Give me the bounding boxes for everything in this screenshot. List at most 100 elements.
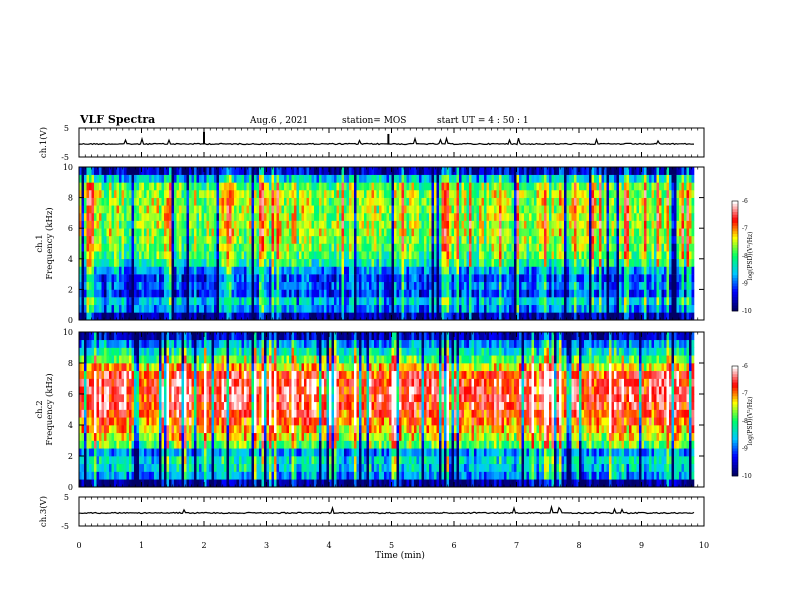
spectrogram-cell <box>484 228 487 237</box>
spectrogram-cell <box>501 182 505 191</box>
spectrogram-cell <box>336 289 340 298</box>
spectrogram-cell <box>101 197 105 206</box>
spectrogram-cell <box>231 274 235 283</box>
spectrogram-cell <box>461 312 465 321</box>
spectrogram-cell <box>666 251 670 260</box>
spectrogram-cell <box>624 197 627 206</box>
spectrogram-cell <box>256 190 260 198</box>
spectrogram-cell <box>459 205 462 214</box>
spectrogram-cell <box>426 251 430 260</box>
spectrogram-cell <box>326 228 330 237</box>
spectrogram-cell <box>466 220 470 229</box>
spectrogram-cell <box>571 243 575 252</box>
spectrogram-cell <box>654 235 657 244</box>
spectrogram-cell <box>551 182 555 191</box>
spectrogram-cell <box>156 266 160 275</box>
spectrogram-cell <box>651 212 655 221</box>
spectrogram-cell <box>489 167 492 175</box>
spectrogram-cell <box>551 304 555 313</box>
spectrogram-cell <box>494 228 497 237</box>
spectrogram-cell <box>154 251 157 260</box>
spectrogram-cell <box>659 243 662 252</box>
spectrogram-cell <box>401 167 405 175</box>
spectrogram-cell <box>371 304 375 313</box>
spectrogram-cell <box>624 258 627 267</box>
spectrogram-cell <box>109 289 112 298</box>
spectrogram-cell <box>356 274 360 283</box>
spectrogram-cell <box>86 274 90 283</box>
spectrogram-cell <box>86 174 90 183</box>
spectrogram-cell <box>486 182 490 191</box>
start-time-label: start UT = 4 : 50 : 1 <box>437 116 529 126</box>
spectrogram-cell <box>626 266 630 275</box>
spectrogram-cell <box>459 174 462 183</box>
spectrogram-cell <box>359 274 362 283</box>
spectrogram-cell <box>169 174 172 183</box>
spectrogram-cell <box>289 266 292 275</box>
spectrogram-cell <box>421 312 425 321</box>
spectrogram-cell <box>509 182 512 191</box>
spectrogram-cell <box>349 182 352 191</box>
spectrogram-cell <box>156 197 160 206</box>
spectrogram-cell <box>171 266 175 275</box>
spectrogram-cell <box>666 312 670 321</box>
spectrogram-cell <box>286 235 290 244</box>
spectrogram-cell <box>79 212 82 221</box>
spectrogram-cell <box>351 235 355 244</box>
spectrogram-cell <box>474 243 477 252</box>
spectrogram-cell <box>531 266 535 275</box>
spectrogram-cell <box>406 197 410 206</box>
spectrogram-cell <box>226 304 230 313</box>
spectrogram-cell <box>536 304 540 313</box>
spectrogram-cell <box>574 304 577 313</box>
spectrogram-cell <box>639 212 642 221</box>
spectrogram-cell <box>559 167 562 175</box>
spectrogram-cell <box>521 228 525 237</box>
spectrogram-cell <box>609 251 612 260</box>
spectrogram-cell <box>306 205 310 214</box>
spectrogram-cell <box>304 266 307 275</box>
spectrogram-cell <box>526 174 530 183</box>
spectrogram-cell <box>179 235 182 244</box>
spectrogram-cell <box>324 251 327 260</box>
spectrogram-cell <box>289 304 292 313</box>
spectrogram-cell <box>494 297 497 306</box>
y-axis-label: ch.1(V) <box>38 127 49 158</box>
spectrogram-cell <box>666 266 670 275</box>
spectrogram-cell <box>294 312 297 321</box>
spectrogram-cell <box>109 212 112 221</box>
spectrogram-cell <box>239 266 242 275</box>
spectrogram-cell <box>326 304 330 313</box>
spectrogram-cell <box>546 190 550 198</box>
spectrogram-cell <box>336 297 340 306</box>
spectrogram-cell <box>166 220 170 229</box>
spectrogram-cell <box>224 174 227 183</box>
spectrogram-cell <box>656 243 660 252</box>
spectrogram-cell <box>526 274 530 283</box>
spectrogram-cell <box>296 243 300 252</box>
spectrogram-cell <box>139 190 142 198</box>
spectrogram-cell <box>629 174 632 183</box>
spectrogram-cell <box>391 220 395 229</box>
spectrogram-cell <box>326 289 330 298</box>
spectrogram-cell <box>621 281 625 290</box>
spectrogram-cell <box>619 243 622 252</box>
spectrogram-cell <box>261 266 265 275</box>
spectrogram-cell <box>151 182 155 191</box>
spectrogram-cell <box>221 274 225 283</box>
spectrogram-cell <box>224 289 227 298</box>
spectrogram-cell <box>186 243 190 252</box>
spectrogram-cell <box>146 274 150 283</box>
spectrogram-cell <box>309 289 312 298</box>
spectrogram-cell <box>416 228 420 237</box>
spectrogram-cell <box>494 281 497 290</box>
spectrogram-cell <box>516 243 520 252</box>
spectrogram-cell <box>536 197 540 206</box>
spectrogram-cell <box>126 235 130 244</box>
spectrogram-cell <box>566 289 570 298</box>
spectrogram-cell <box>536 174 540 183</box>
spectrogram-cell <box>566 220 570 229</box>
spectrogram-cell <box>319 167 322 175</box>
spectrogram-cell <box>314 235 317 244</box>
spectrogram-cell <box>534 220 537 229</box>
